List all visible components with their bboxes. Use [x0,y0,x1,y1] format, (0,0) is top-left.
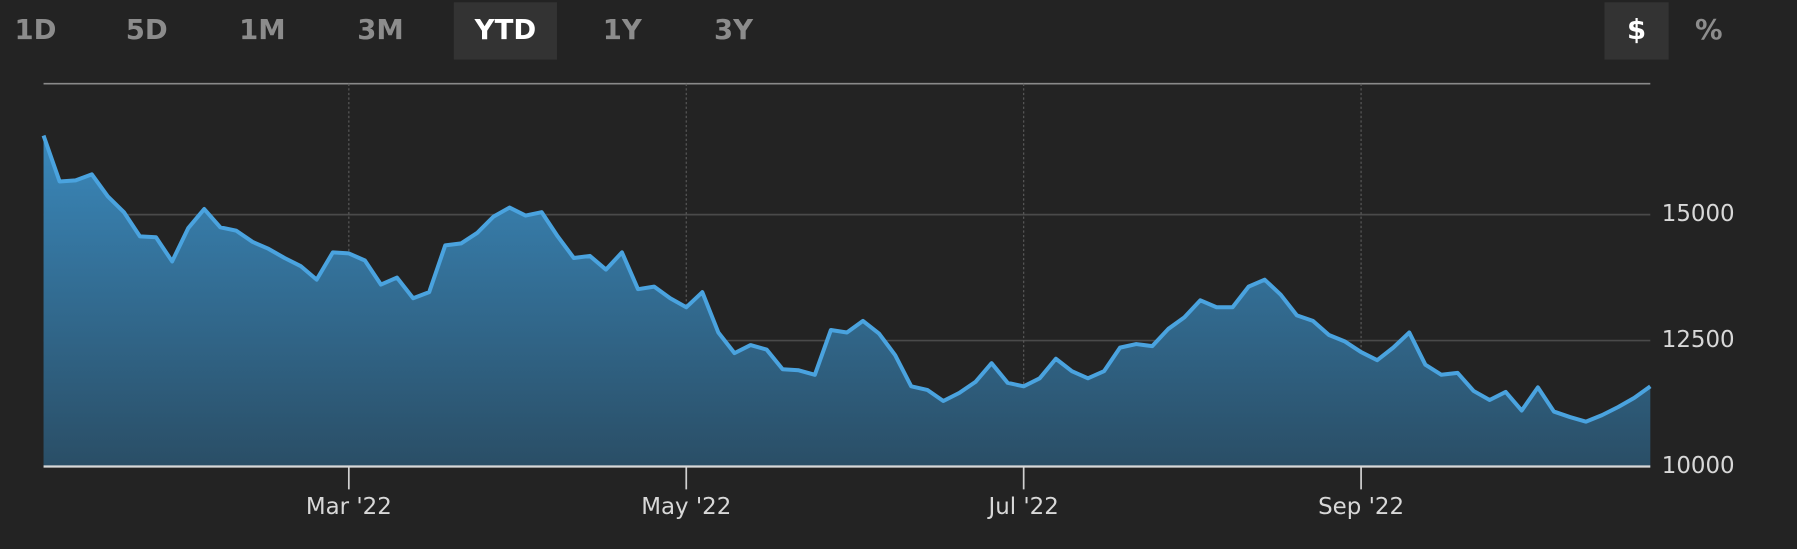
x-tick-label: Sep '22 [1318,494,1404,520]
range-button[interactable]: 1D [15,14,57,46]
range-button[interactable]: 5D [126,14,168,46]
toolbar: 1D 5D 1M 3M YTD 1Y 3Y $% [15,2,1723,60]
range-button[interactable]: 1M [239,14,286,46]
unit-button[interactable]: % [1695,14,1723,46]
y-tick-label: 12500 [1662,327,1735,353]
range-button[interactable]: 3Y [714,14,754,46]
range-button[interactable]: YTD [474,14,537,46]
plot [41,134,1652,467]
y-tick-label: 10000 [1662,453,1735,479]
y-tick-label: 15000 [1662,201,1735,227]
axes: 10000 12500 15000 Mar '22 May '22 Jul '22 Sep … [43,201,1735,520]
x-tick-label: Mar '22 [306,494,392,520]
range-button-bg [453,2,557,60]
line [41,134,1652,424]
x-tick-label: Jul '22 [986,494,1058,520]
range-button[interactable]: 1Y [603,14,643,46]
range-button[interactable]: 3M [357,14,404,46]
x-tick-label: May '22 [641,494,731,520]
unit-button[interactable]: $ [1627,14,1646,46]
unit-button-bg [1604,2,1669,60]
area-fill [43,135,1651,467]
